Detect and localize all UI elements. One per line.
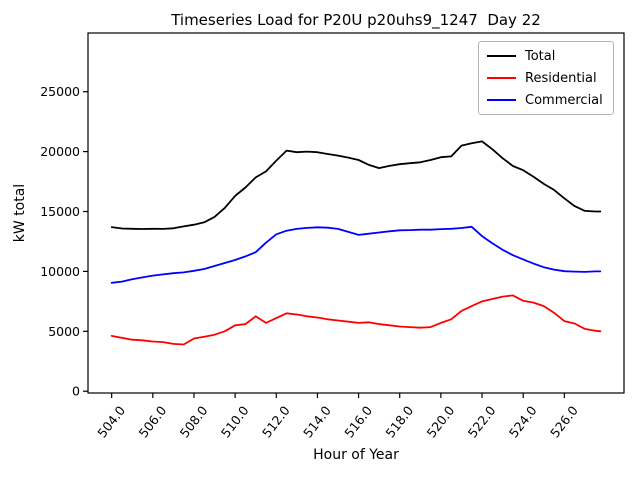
y-axis-label: kW total [12, 183, 28, 243]
legend-label: Residential [525, 70, 597, 86]
series-line-residential [110, 294, 602, 346]
y-tick-label: 5000 [48, 324, 80, 339]
x-tick-label: 514.0 [300, 403, 334, 440]
legend-item-commercial: Commercial [487, 89, 605, 111]
y-tick-label: 20000 [40, 144, 80, 159]
x-tick-label: 516.0 [341, 403, 375, 440]
legend-line-swatch [487, 99, 516, 101]
legend: Total Residential Commercial [478, 41, 614, 115]
x-tick-label: 510.0 [218, 403, 252, 440]
x-tick-label: 522.0 [465, 403, 499, 440]
legend-line-swatch [487, 77, 516, 79]
legend-line-swatch [487, 55, 516, 57]
y-tick-label: 15000 [40, 204, 80, 219]
y-tick-label: 10000 [40, 264, 80, 279]
x-tick-label: 520.0 [424, 403, 458, 440]
series-line-total [110, 140, 602, 230]
legend-label: Commercial [525, 92, 603, 108]
y-tick-label: 25000 [40, 84, 80, 99]
plot-border [87, 32, 625, 394]
x-tick-label: 506.0 [135, 403, 169, 440]
x-tick-label: 526.0 [547, 403, 581, 440]
x-tick-label: 518.0 [382, 403, 416, 440]
x-axis-label: Hour of Year [313, 447, 399, 463]
legend-label: Total [525, 48, 556, 64]
x-tick-label: 504.0 [94, 403, 128, 440]
series-line-commercial [110, 225, 602, 284]
x-tick-label: 524.0 [506, 403, 540, 440]
chart-title: Timeseries Load for P20U p20uhs9_1247 Da… [171, 11, 541, 29]
y-tick-label: 0 [72, 384, 80, 399]
x-tick-label: 508.0 [177, 403, 211, 440]
legend-item-total: Total [487, 45, 605, 67]
legend-item-residential: Residential [487, 67, 605, 89]
x-tick-label: 512.0 [259, 403, 293, 440]
